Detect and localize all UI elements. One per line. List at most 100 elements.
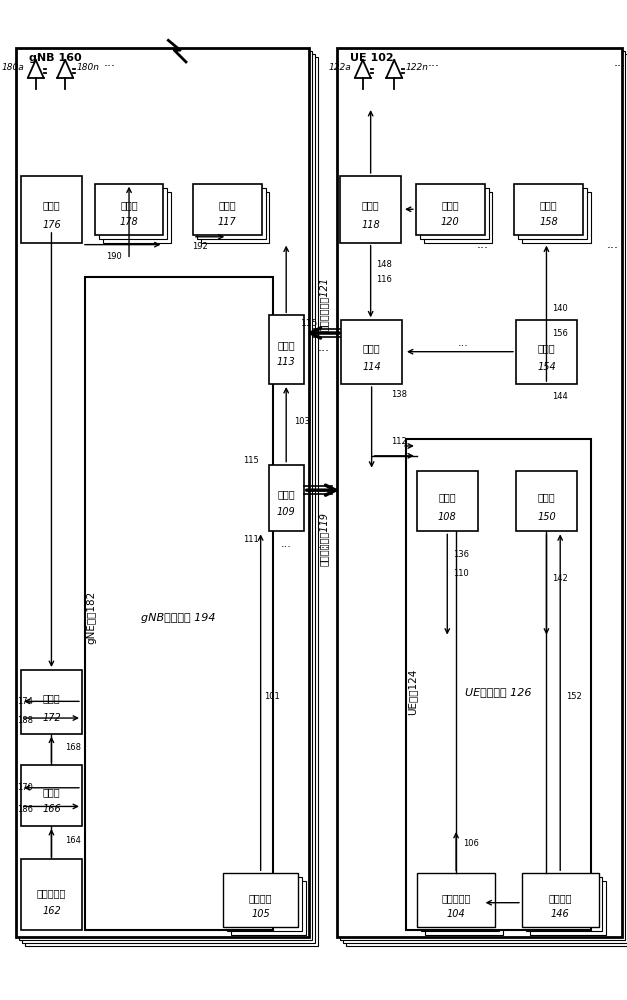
Text: 112: 112	[391, 437, 407, 446]
Text: 166: 166	[42, 804, 61, 814]
Bar	[19, 51, 312, 940]
Bar	[526, 877, 603, 931]
Bar	[223, 873, 298, 927]
Text: 解碼器: 解碼器	[438, 492, 456, 502]
Text: 178: 178	[120, 217, 139, 227]
Text: 162: 162	[42, 906, 61, 916]
Bar	[343, 54, 627, 943]
Text: ...: ...	[614, 56, 626, 69]
Text: gNB調度模塊 194: gNB調度模塊 194	[141, 613, 216, 623]
Bar	[193, 184, 261, 235]
Text: 解調器: 解調器	[43, 693, 60, 703]
Bar	[340, 176, 401, 243]
Bar	[268, 315, 304, 384]
Text: 156: 156	[552, 329, 568, 338]
Text: 114: 114	[362, 362, 381, 372]
Text: ...: ...	[428, 56, 440, 69]
Bar	[103, 192, 171, 243]
Text: 傳輸數據: 傳輸數據	[249, 893, 272, 903]
Bar	[419, 188, 488, 239]
Text: 158: 158	[539, 217, 558, 227]
Text: 105: 105	[251, 909, 270, 919]
Bar	[406, 439, 591, 930]
Bar	[201, 192, 270, 243]
Text: 收發器: 收發器	[43, 200, 60, 210]
Text: ...: ...	[317, 538, 330, 551]
Bar	[516, 471, 577, 531]
Text: 138: 138	[391, 390, 407, 399]
Bar	[416, 184, 485, 235]
Text: 解調器: 解調器	[363, 343, 381, 353]
Text: UE 102: UE 102	[350, 53, 394, 63]
Text: 解碼器: 解碼器	[43, 787, 60, 797]
Text: 編碼器: 編碼器	[537, 492, 556, 502]
Bar	[337, 48, 622, 937]
Text: 144: 144	[552, 392, 568, 401]
Text: ...: ...	[477, 238, 488, 251]
Text: ...: ...	[103, 56, 115, 69]
Bar	[22, 54, 315, 943]
Text: ...: ...	[458, 338, 468, 348]
Text: 142: 142	[552, 574, 568, 583]
Text: 174: 174	[17, 697, 33, 706]
Bar	[514, 184, 583, 235]
Bar	[21, 176, 82, 243]
Text: 104: 104	[446, 909, 465, 919]
Bar	[424, 192, 492, 243]
Bar	[421, 877, 499, 931]
Text: 120: 120	[441, 217, 460, 227]
Text: 收發器: 收發器	[362, 200, 379, 210]
Text: 116: 116	[377, 275, 393, 284]
Bar	[340, 51, 625, 940]
Text: 接收器: 接收器	[120, 200, 138, 210]
Bar	[424, 881, 503, 935]
Text: 117: 117	[218, 217, 236, 227]
Text: 108: 108	[438, 512, 456, 522]
Text: 傳輸數據: 傳輸數據	[549, 893, 572, 903]
Text: 110: 110	[453, 569, 469, 578]
Bar	[522, 192, 591, 243]
Text: UE調度模塊 126: UE調度模塊 126	[465, 687, 532, 697]
Bar	[21, 670, 82, 734]
Text: 106: 106	[463, 839, 479, 848]
Text: 調制器: 調制器	[277, 340, 295, 350]
Bar	[522, 873, 599, 927]
Text: 111: 111	[243, 535, 259, 544]
Text: ...: ...	[606, 238, 618, 251]
Text: 調制器: 調制器	[537, 343, 556, 353]
Bar	[530, 881, 606, 935]
Bar	[516, 320, 577, 384]
Text: 172: 172	[42, 713, 61, 723]
Text: 接收器: 接收器	[441, 200, 459, 210]
Text: 數據緩衝器: 數據緩衝器	[37, 888, 66, 898]
Text: 下行鏈路信道119: 下行鏈路信道119	[319, 512, 329, 566]
Text: 編碼器: 編碼器	[277, 489, 295, 499]
Text: 186: 186	[17, 805, 33, 814]
Text: 188: 188	[17, 716, 33, 725]
Text: 180a: 180a	[1, 63, 24, 72]
Text: 150: 150	[537, 512, 556, 522]
Bar	[21, 765, 82, 826]
Bar	[227, 877, 302, 931]
Text: 101: 101	[265, 692, 280, 701]
Text: gNE操作182: gNE操作182	[87, 591, 97, 644]
Bar	[16, 48, 308, 937]
Bar	[231, 881, 306, 935]
Text: 113: 113	[277, 357, 295, 367]
Text: 154: 154	[537, 362, 556, 372]
Text: 115: 115	[243, 456, 259, 465]
Text: 170: 170	[17, 783, 33, 792]
Bar	[95, 184, 164, 235]
Text: 140: 140	[552, 304, 568, 313]
Text: 176: 176	[42, 220, 61, 230]
Text: 109: 109	[277, 507, 295, 517]
Text: 118: 118	[361, 220, 380, 230]
Text: 115: 115	[301, 319, 318, 328]
Bar	[85, 277, 273, 930]
Bar	[25, 57, 318, 946]
Text: 192: 192	[192, 242, 208, 251]
Text: 168: 168	[65, 743, 81, 752]
Text: 146: 146	[551, 909, 569, 919]
Text: 122n: 122n	[406, 63, 429, 72]
Bar	[518, 188, 587, 239]
